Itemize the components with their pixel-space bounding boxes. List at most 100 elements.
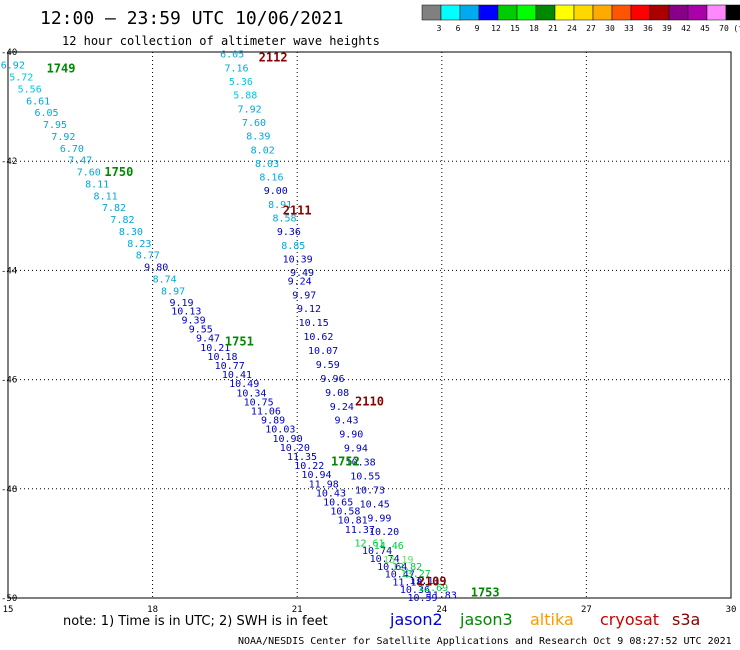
wave-height-point: 10.81 [338, 516, 368, 527]
wave-height-point: 9.59 [316, 360, 340, 371]
wave-height-point: 10.39 [283, 254, 313, 265]
wave-height-point: 11.11 [409, 576, 439, 587]
wave-height-point: 8.39 [246, 132, 270, 143]
colorbar-label: 6 [456, 24, 461, 33]
colorbar-label: 45 [700, 24, 710, 33]
wave-height-point: 8.23 [127, 239, 151, 250]
colorbar-swatch [554, 4, 575, 21]
wave-height-point: 9.94 [344, 444, 368, 455]
wave-height-point: 13.27 [401, 569, 431, 580]
wave-height-point: 7.82 [102, 203, 126, 214]
colorbar-label: 70 [719, 24, 729, 33]
chart-title: 12:00 – 23:59 UTC 10/06/2021 [40, 8, 343, 29]
wave-height-point: 10.94 [301, 470, 331, 481]
wave-height-point: 6.05 [35, 108, 59, 119]
wave-height-point: 10.20 [369, 527, 399, 538]
legend-s3a: s3a [672, 610, 700, 629]
colorbar-swatch [611, 4, 632, 21]
colorbar-swatch [497, 4, 518, 21]
wave-height-point: 11.06 [251, 406, 281, 417]
wave-height-point: 10.90 [273, 434, 303, 445]
wave-height-point: 10.73 [355, 485, 385, 496]
wave-height-point: 9.19 [169, 298, 193, 309]
x-tick-label: 18 [147, 605, 158, 615]
colorbar-label: 15 [510, 24, 520, 33]
wave-height-point: 9.08 [325, 388, 349, 399]
wave-height-point: 10.62 [303, 332, 333, 343]
wave-height-point: 10.07 [308, 346, 338, 357]
y-tick-label: -50 [1, 594, 17, 604]
wave-height-point: 10.45 [360, 499, 390, 510]
wave-height-point: 9.39 [182, 315, 206, 326]
colorbar-label: 18 [529, 24, 539, 33]
plot-grid [8, 52, 731, 598]
wave-height-point: 6.92 [1, 61, 25, 72]
wave-height-point: 10.58 [330, 507, 360, 518]
colorbar-label: 33 [624, 24, 634, 33]
wave-height-point: 6.05 [220, 50, 244, 61]
wave-height-point: 7.60 [77, 168, 101, 179]
wave-height-values: 6.925.725.566.616.057.957.926.707.477.60… [1, 50, 457, 604]
wave-height-point: 10.77 [215, 361, 245, 372]
wave-height-point: 8.11 [85, 179, 109, 190]
wave-height-point: 7.82 [110, 215, 134, 226]
wave-height-point: 10.74 [370, 554, 400, 565]
pass-label: 1751 [225, 334, 254, 348]
y-tick-label: -46 [1, 376, 17, 386]
colorbar-swatch [516, 4, 537, 21]
footer-credit: NOAA/NESDIS Center for Satellite Applica… [238, 636, 732, 647]
wave-height-point: 6.70 [60, 144, 84, 155]
wave-height-point: 9.96 [320, 374, 344, 385]
wave-height-point: 11.37 [345, 525, 375, 536]
colorbar-label: 21 [548, 24, 558, 33]
wave-height-point: 10.13 [171, 306, 201, 317]
wave-height-point: 10.20 [280, 443, 310, 454]
pass-label: 2112 [259, 50, 288, 64]
wave-height-point: 8.77 [136, 251, 160, 262]
plot-frame [7, 51, 732, 599]
colorbar-swatch [478, 4, 499, 21]
wave-height-point: 12.61 [354, 538, 384, 549]
colorbar-label: 36 [643, 24, 653, 33]
pass-label: 1752 [331, 455, 360, 469]
wave-height-point: 10.21 [200, 343, 230, 354]
wave-height-point: 10.49 [229, 379, 259, 390]
wave-height-point: 8.11 [94, 191, 118, 202]
wave-height-point: 10.36 [400, 585, 430, 596]
wave-height-point: 9.24 [288, 276, 312, 287]
wave-height-point: 7.16 [224, 63, 248, 74]
wave-height-point: 7.60 [242, 118, 266, 129]
wave-height-point: 6.61 [26, 96, 50, 107]
x-tick-label: 27 [581, 605, 592, 615]
axis-tick-labels: 15 18 21 24 27 30 -40 -42 -44 -46 -48 -50 [1, 48, 736, 615]
wave-height-point: 8.85 [281, 241, 305, 252]
wave-height-point: 11.35 [287, 452, 317, 463]
wave-height-point: 8.97 [161, 286, 185, 297]
colorbar-swatch [725, 4, 740, 21]
legend-cryosat: cryosat [600, 610, 659, 629]
y-tick-label: -48 [1, 485, 17, 495]
x-tick-label: 30 [726, 605, 737, 615]
wave-height-point: 11.83 [427, 590, 457, 601]
wave-height-point: 10.65 [323, 497, 353, 508]
colorbar-swatch [649, 4, 670, 21]
x-tick-label: 15 [3, 605, 14, 615]
wave-height-point: 8.74 [153, 274, 177, 285]
colorbar-swatch [535, 4, 556, 21]
wave-height-point: 9.80 [144, 263, 168, 274]
legend-jason2: jason2 [389, 610, 443, 629]
wave-height-point: 10.47 [385, 570, 415, 581]
colorbar-label: (ft) [733, 24, 740, 33]
legend-altika: altika [530, 610, 574, 629]
wave-height-point: 12.82 [392, 562, 422, 573]
wave-height-point: 10.34 [236, 388, 266, 399]
wave-height-point: 9.24 [330, 402, 354, 413]
colorbar-label: 12 [491, 24, 501, 33]
wave-height-point: 10.59 [407, 593, 437, 604]
wave-height-point: 8.58 [273, 214, 297, 225]
wave-height-point: 9.43 [334, 416, 358, 427]
colorbar-swatch [573, 4, 594, 21]
wave-height-point: 9.90 [339, 430, 363, 441]
colorbar-label: 27 [586, 24, 596, 33]
wave-height-point: 10.41 [222, 370, 252, 381]
